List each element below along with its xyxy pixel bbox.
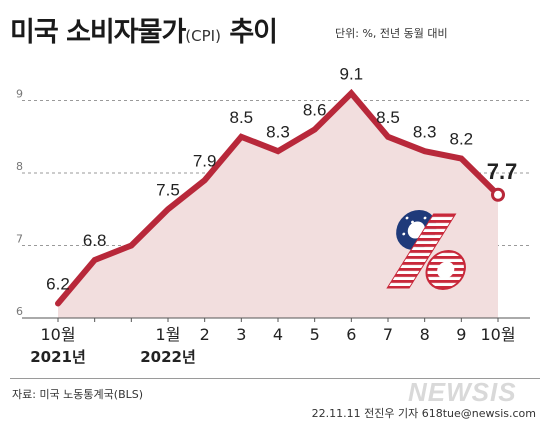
y-tick-label: 9	[16, 88, 23, 101]
y-tick-label: 7	[16, 233, 23, 246]
byline: 22.11.11 전진우 기자 618tue@newsis.com	[311, 407, 536, 420]
x-tick-label: 8	[420, 325, 430, 344]
title-main: 미국 소비자물가	[10, 17, 186, 48]
label-layer: 6.2 6.8 7.5 7.9 8.5 8.3 8.6 9.1 8.5 8.3 8.2 7.7	[46, 64, 517, 293]
data-label: 8.5	[230, 108, 254, 127]
data-label: 8.5	[376, 108, 400, 127]
data-label: 9.1	[340, 64, 364, 83]
year-label: 2021년	[30, 348, 86, 366]
data-label: 8.3	[266, 122, 290, 141]
highlight-point	[491, 187, 505, 202]
data-label: 7.9	[193, 151, 217, 170]
y-tick-label: 8	[16, 160, 23, 173]
source-note: 자료: 미국 노동통계국(BLS)	[12, 388, 144, 401]
title-cpi: (CPI)	[185, 27, 221, 45]
area-layer	[58, 93, 498, 318]
data-label: 8.6	[303, 101, 327, 120]
x-tick-label: 10월	[40, 325, 75, 344]
line-layer	[55, 88, 505, 307]
newsis-logo: NEWSIS	[408, 377, 517, 407]
area-fill	[58, 93, 498, 318]
x-tick-label: 9	[456, 325, 466, 344]
data-label: 7.5	[156, 180, 180, 199]
y-tick-label: 6	[16, 305, 23, 318]
data-label: 8.3	[413, 122, 437, 141]
footer-divider	[10, 378, 540, 379]
x-tick-label: 6	[346, 325, 356, 344]
x-tick-label: 3	[236, 325, 246, 344]
data-label: 6.8	[83, 231, 107, 250]
x-tick-label: 10월	[480, 325, 515, 344]
data-label: 8.2	[450, 130, 474, 149]
series-line	[55, 88, 501, 307]
data-label-highlight: 7.7	[487, 159, 518, 184]
x-tick-label: 5	[310, 325, 320, 344]
x-tick-label: 7	[383, 325, 393, 344]
title-tail: 추이	[220, 17, 278, 48]
percent-dot-bottom-hole	[437, 261, 455, 279]
x-tick-label: 1월	[156, 325, 181, 344]
percent-slash	[386, 213, 457, 289]
unit-label: 단위: %, 전년 동월 대비	[335, 27, 448, 40]
x-tick-label: 4	[273, 325, 283, 344]
percent-flag-icon	[386, 210, 466, 290]
x-tick-label: 2	[200, 325, 210, 344]
data-label: 6.2	[46, 275, 70, 294]
chart-title: 미국 소비자물가(CPI) 추이	[10, 10, 278, 49]
year-label: 2022년	[140, 348, 196, 366]
axis-layer: 10월 1월 2 3 4 5 6 7 8 9 10월 2021년 2022년	[22, 317, 530, 366]
